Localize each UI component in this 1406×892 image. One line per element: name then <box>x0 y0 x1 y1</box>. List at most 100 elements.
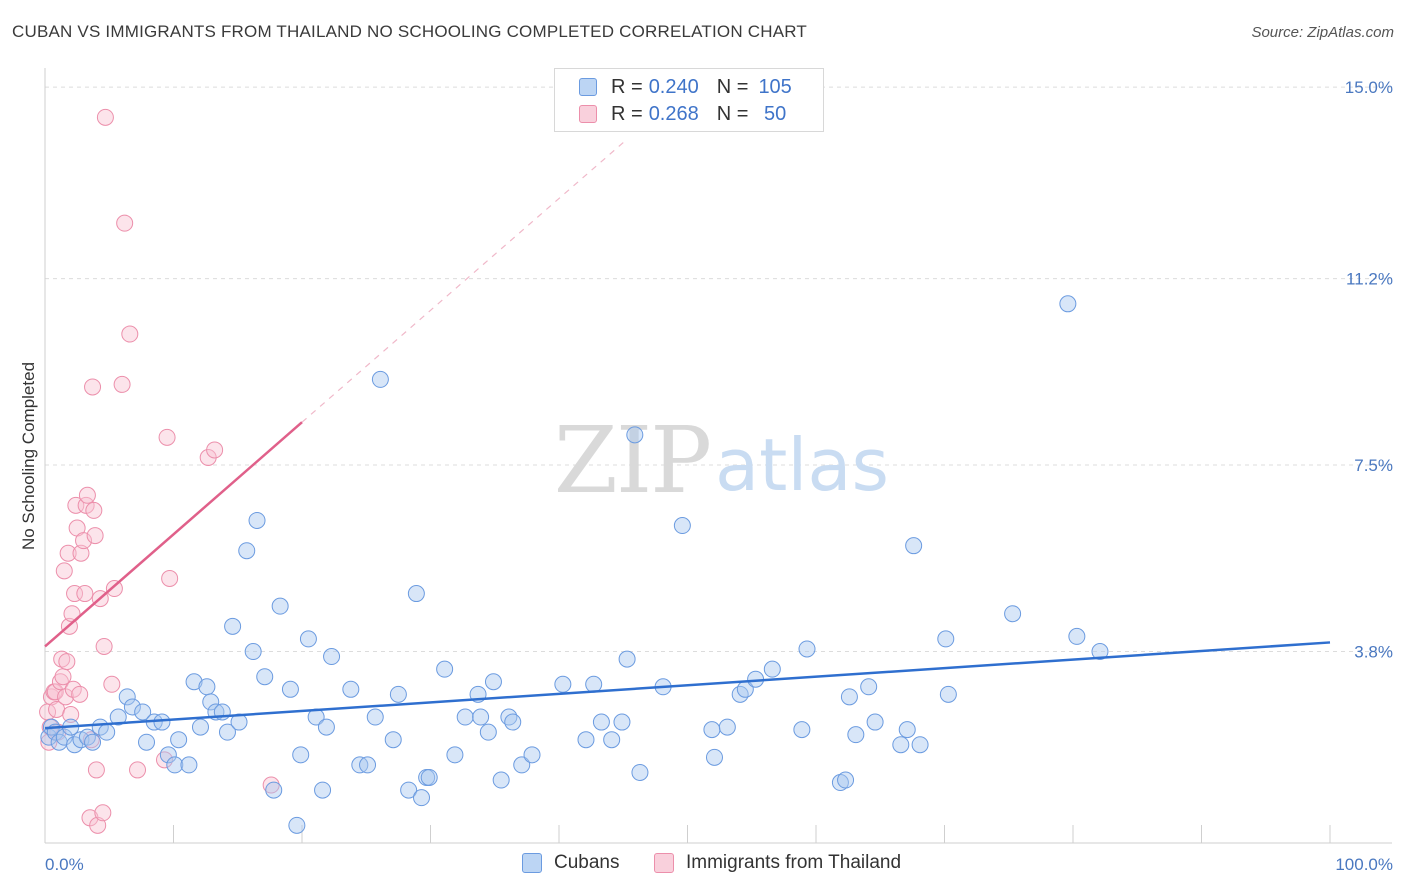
legend-n-value: 105 <box>758 75 792 98</box>
data-point-cubans <box>265 781 283 799</box>
y-tick-label: 15.0% <box>1345 78 1393 97</box>
data-point-cubans <box>523 746 541 764</box>
data-point-thailand <box>55 562 73 580</box>
data-point-thailand <box>86 527 104 545</box>
data-point-cubans <box>905 537 923 555</box>
data-point-cubans <box>323 648 341 666</box>
trend-line-cubans <box>44 641 1331 730</box>
data-point-thailand <box>58 653 76 671</box>
data-point-cubans <box>603 731 621 749</box>
data-point-cubans <box>937 630 955 648</box>
data-point-cubans <box>400 781 418 799</box>
legend-swatch-cubans <box>579 78 597 96</box>
data-point-cubans <box>314 781 332 799</box>
data-point-cubans <box>420 768 438 786</box>
x-tick-labels: 0.0% 100.0% <box>45 855 1393 874</box>
data-point-cubans <box>413 789 431 807</box>
data-point-cubans <box>793 721 811 739</box>
data-point-cubans <box>585 675 603 693</box>
data-point-thailand <box>85 501 103 519</box>
data-point-cubans <box>705 748 723 766</box>
data-point-cubans <box>731 685 749 703</box>
data-point-thailand <box>89 816 107 834</box>
correlation-legend: R = 0.240 N = 105 R = 0.268 N = 50 <box>554 68 824 132</box>
data-point-cubans <box>673 517 691 535</box>
data-point-cubans <box>798 640 816 658</box>
data-point-cubans <box>479 723 497 741</box>
legend-swatch-thailand <box>579 105 597 123</box>
data-point-cubans <box>1004 605 1022 623</box>
data-point-cubans <box>180 756 198 774</box>
legend-r-value: 0.240 <box>648 75 699 98</box>
data-point-thailand <box>161 569 179 587</box>
data-point-cubans <box>389 685 407 703</box>
data-point-thailand <box>84 378 102 396</box>
series-cubans-points <box>40 295 1109 834</box>
y-tick-labels: 3.8% 7.5% 11.2% 15.0% <box>1345 78 1393 661</box>
data-point-cubans <box>191 718 209 736</box>
data-point-thailand <box>66 585 84 603</box>
legend-row-cubans: R = 0.240 N = 105 <box>579 74 792 100</box>
data-point-cubans <box>198 678 216 696</box>
data-point-cubans <box>170 731 188 749</box>
data-point-cubans <box>384 731 402 749</box>
data-point-thailand <box>206 441 224 459</box>
series-legend-swatch-thailand <box>654 853 674 873</box>
data-point-thailand <box>129 761 147 779</box>
data-point-cubans <box>317 718 335 736</box>
trend-line-thailand-extension <box>301 142 624 423</box>
data-point-cubans <box>472 708 490 726</box>
data-point-cubans <box>159 746 177 764</box>
data-point-cubans <box>359 756 377 774</box>
data-point-cubans <box>892 736 910 754</box>
legend-r-label: R = <box>611 102 643 125</box>
legend-row-thailand: R = 0.268 N = 50 <box>579 101 786 127</box>
data-point-cubans <box>554 675 572 693</box>
data-point-cubans <box>592 713 610 731</box>
y-axis-label: No Schooling Completed <box>19 362 38 550</box>
data-point-thailand <box>262 776 280 794</box>
data-point-cubans <box>939 685 957 703</box>
data-point-cubans <box>166 756 184 774</box>
data-point-cubans <box>153 713 171 731</box>
series-thailand-points <box>39 108 280 834</box>
data-point-cubans <box>84 733 102 751</box>
series-legend-swatch-cubans <box>522 853 542 873</box>
data-point-cubans <box>860 678 878 696</box>
data-point-thailand <box>72 544 90 562</box>
data-point-cubans <box>98 723 116 741</box>
data-point-thailand <box>105 580 123 598</box>
series-legend: Cubans Immigrants from Thailand <box>0 852 1406 878</box>
data-point-cubans <box>484 673 502 691</box>
data-point-cubans <box>256 668 274 686</box>
data-point-cubans <box>224 617 242 635</box>
series-legend-label-thailand: Immigrants from Thailand <box>686 852 902 873</box>
data-point-cubans <box>288 816 306 834</box>
data-point-thailand <box>116 214 134 232</box>
data-point-cubans <box>504 713 522 731</box>
data-point-thailand <box>96 108 114 126</box>
legend-n-label: N = <box>716 102 749 125</box>
y-tick-label: 7.5% <box>1354 456 1393 475</box>
data-point-cubans <box>218 723 236 741</box>
data-point-cubans <box>847 726 865 744</box>
legend-r-label: R = <box>611 75 643 98</box>
data-point-thailand <box>78 486 96 504</box>
legend-n-label: N = <box>716 75 749 98</box>
data-point-cubans <box>703 721 721 739</box>
data-point-thailand <box>95 637 113 655</box>
trend-line-thailand <box>44 421 303 648</box>
data-point-cubans <box>366 708 384 726</box>
data-point-cubans <box>118 688 136 706</box>
chart-title: CUBAN VS IMMIGRANTS FROM THAILAND NO SCH… <box>12 22 807 41</box>
source-label: Source: ZipAtlas.com <box>1251 24 1394 41</box>
data-point-thailand <box>51 673 69 691</box>
data-point-cubans <box>626 426 644 444</box>
gridlines <box>45 86 1392 653</box>
legend-r-value: 0.268 <box>648 102 699 125</box>
data-point-thailand <box>113 375 131 393</box>
legend-n-value: 50 <box>758 102 787 125</box>
data-point-thailand <box>121 325 139 343</box>
data-point-cubans <box>1068 627 1086 645</box>
